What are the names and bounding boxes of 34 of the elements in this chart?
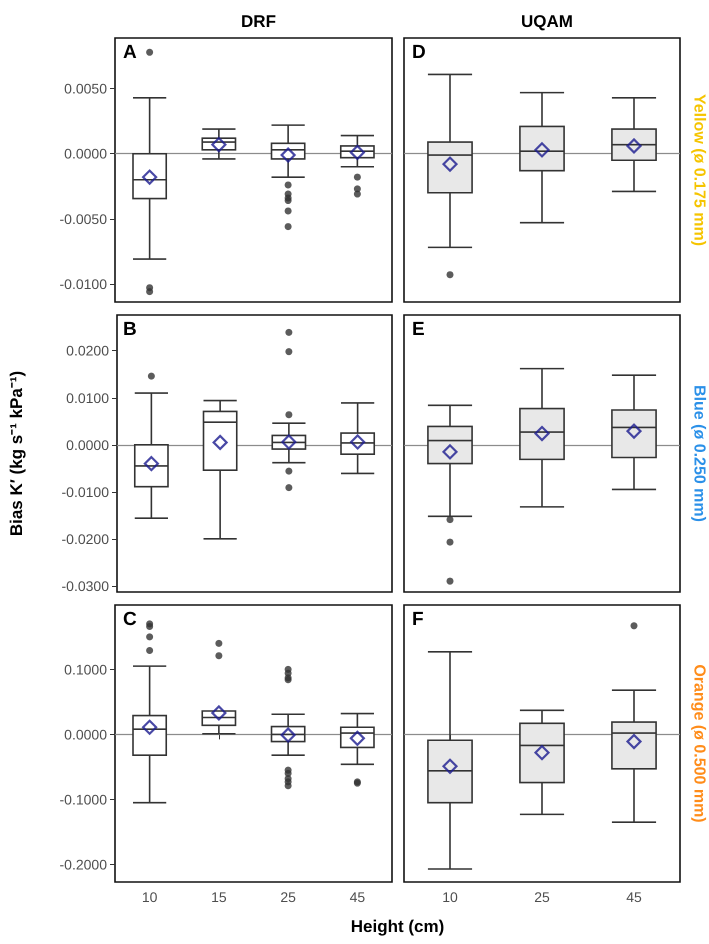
y-tick-label: -0.0300 <box>62 578 110 594</box>
annotation: F <box>412 609 424 630</box>
y-tick-label: 0.0200 <box>66 342 110 359</box>
x-tick-label: 10 <box>442 889 458 905</box>
chart-title: UQAM <box>521 12 573 31</box>
chart-title: DRF <box>241 12 276 31</box>
y-axis-title: Bias K′ (kg s⁻¹ kPa⁻¹) <box>7 370 26 536</box>
y-tick-label: 0.0000 <box>64 146 108 162</box>
x-tick-label: 25 <box>534 889 550 905</box>
annotation: D <box>412 42 426 63</box>
y-tick-label: 0.1000 <box>64 661 108 678</box>
y-tick-label: 0.0000 <box>66 436 110 453</box>
x-tick-label: 45 <box>626 889 642 905</box>
y-tick-label: -0.1000 <box>60 791 108 808</box>
y-tick-label: 0.0100 <box>66 390 110 406</box>
annotation: A <box>123 42 137 63</box>
y2-axis-title: Yellow (ø 0.175 mm) <box>690 94 708 246</box>
annotation: C <box>123 609 137 630</box>
y-tick-label: -0.0200 <box>62 530 110 547</box>
y2-axis-title: Orange (ø 0.500 mm) <box>690 664 708 823</box>
y-tick-label: -0.0050 <box>60 210 108 227</box>
x-tick-label: 10 <box>142 889 158 905</box>
y-tick-label: 0.0000 <box>64 726 108 742</box>
x-tick-label: 45 <box>350 889 366 905</box>
y-tick-label: -0.0100 <box>60 276 108 292</box>
y-tick-label: 0.0050 <box>64 80 108 97</box>
y-tick-label: -0.2000 <box>60 856 108 872</box>
x-tick-label: 25 <box>280 889 296 905</box>
y2-axis-title: Blue (ø 0.250 mm) <box>690 385 708 522</box>
y-tick-label: -0.0100 <box>62 484 110 500</box>
x-axis-title: Height (cm) <box>350 917 446 937</box>
annotation: E <box>412 319 425 340</box>
annotation: B <box>123 319 137 340</box>
x-tick-label: 15 <box>211 889 227 905</box>
